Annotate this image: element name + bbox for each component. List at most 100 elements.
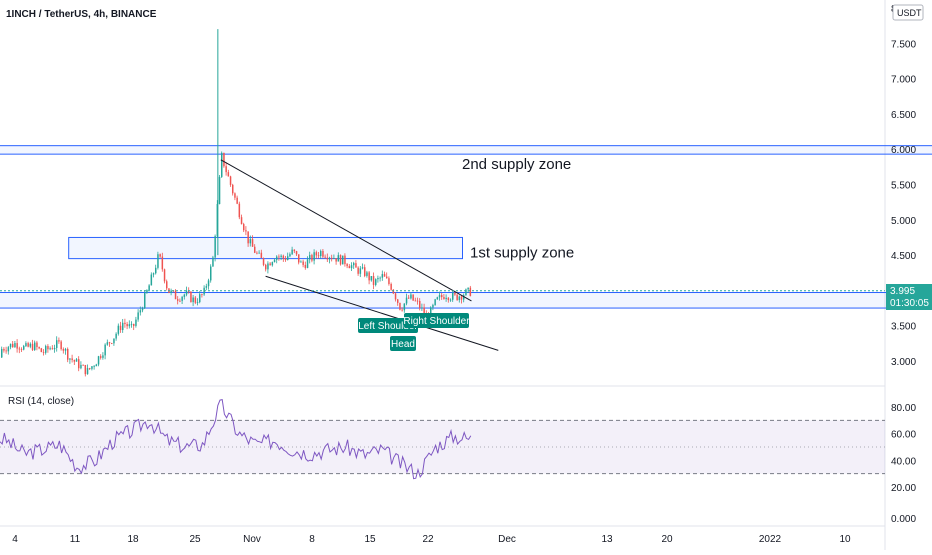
candle-body (58, 340, 60, 342)
candle-body (139, 310, 142, 313)
candle-body (190, 291, 192, 303)
candle-body (223, 152, 225, 167)
time-tick: 20 (661, 534, 673, 545)
candle-body (229, 176, 232, 185)
candle-body (104, 344, 106, 356)
candle-body (423, 307, 425, 315)
candle-body (254, 246, 256, 253)
candle-body (218, 176, 221, 205)
candle-body (31, 343, 34, 350)
candle-body (416, 300, 419, 302)
annotation-label: Head (391, 339, 415, 350)
candle-body (390, 283, 392, 290)
price-tick: 7.500 (891, 39, 916, 50)
candle-body (311, 255, 313, 261)
candle-body (276, 256, 278, 260)
last-price-label: 3.995 01:30:05 (886, 284, 932, 310)
candle-body (212, 257, 214, 267)
rsi-tick: 20.00 (891, 483, 916, 494)
candle-body (27, 343, 29, 347)
currency-button[interactable]: USDT (892, 4, 924, 21)
candle-body (282, 255, 285, 259)
candle-body (388, 278, 390, 284)
candle-body (166, 281, 168, 289)
candle-body (322, 250, 324, 257)
candle-body (144, 292, 146, 309)
candle-body (295, 251, 298, 255)
candle-body (194, 297, 197, 303)
candle-body (214, 236, 216, 258)
rsi-tick: 80.00 (891, 403, 916, 414)
candle-body (394, 293, 397, 300)
candle-body (467, 287, 469, 290)
candle-body (3, 348, 5, 351)
candle-body (126, 324, 128, 327)
candle-body (192, 297, 194, 303)
candle-body (210, 266, 212, 281)
candle-body (289, 254, 291, 257)
candle-body (133, 323, 135, 326)
candle-body (271, 262, 274, 266)
price-tick: 4.500 (891, 251, 916, 262)
candle-body (320, 250, 322, 257)
candle-body (240, 217, 243, 225)
chart-title: 1INCH / TetherUS, 4h, BINANCE (6, 9, 157, 20)
candle-body (445, 297, 447, 300)
candle-body (108, 342, 111, 344)
candle-body (40, 348, 43, 353)
rsi-axis[interactable]: 80.00 60.00 40.00 20.00 0.000 (891, 403, 916, 525)
candle-body (201, 294, 203, 295)
candle-body (199, 294, 201, 303)
candle-body (93, 366, 95, 368)
price-tick: 3.000 (891, 357, 916, 368)
candle-body (29, 343, 32, 347)
candle-body (291, 249, 293, 255)
candle-body (18, 348, 21, 350)
candle-body (434, 299, 436, 305)
candle-body (117, 325, 120, 334)
candle-body (357, 267, 359, 274)
last-price-countdown: 01:30:05 (890, 298, 929, 309)
candle-body (113, 338, 115, 344)
candle-body (221, 152, 223, 177)
time-tick: 8 (309, 534, 315, 545)
candle-body (137, 312, 139, 320)
candle-body (53, 347, 56, 350)
candle-body (414, 300, 417, 302)
candle-body (245, 230, 247, 232)
candle-body (16, 343, 18, 349)
candle-body (205, 286, 208, 288)
candle-body (100, 356, 102, 358)
candle-body (370, 276, 373, 281)
candle-body (309, 255, 311, 260)
candle-body (64, 348, 67, 351)
price-tick: 6.000 (891, 145, 916, 156)
candle-body (196, 302, 199, 303)
candle-body (20, 349, 23, 350)
candle-body (284, 258, 287, 261)
candle-body (361, 267, 364, 269)
candle-body (260, 252, 263, 258)
candle-body (421, 307, 423, 309)
candle-body (441, 295, 443, 298)
candle-body (146, 290, 148, 293)
candle-body (383, 274, 386, 277)
candle-body (75, 359, 78, 362)
candle-body (47, 346, 49, 350)
candle-body (174, 290, 177, 300)
candle-body (265, 264, 267, 270)
candle-body (247, 231, 249, 244)
candle-body (397, 299, 399, 303)
candle-body (346, 264, 348, 267)
candle-body (456, 294, 458, 301)
pattern-annotations: Left Shoulder Head Right Shoulder (358, 313, 470, 351)
candle-body (304, 264, 307, 268)
candle-body (258, 252, 260, 254)
candle-body (408, 297, 410, 299)
trendline (265, 275, 499, 351)
candle-body (111, 343, 113, 344)
time-axis[interactable]: 4 11 18 25 Nov 8 15 22 Dec 13 20 2022 10 (12, 534, 851, 545)
candle-body (256, 252, 258, 254)
candle-body (278, 256, 280, 258)
time-tick: 4 (12, 534, 18, 545)
